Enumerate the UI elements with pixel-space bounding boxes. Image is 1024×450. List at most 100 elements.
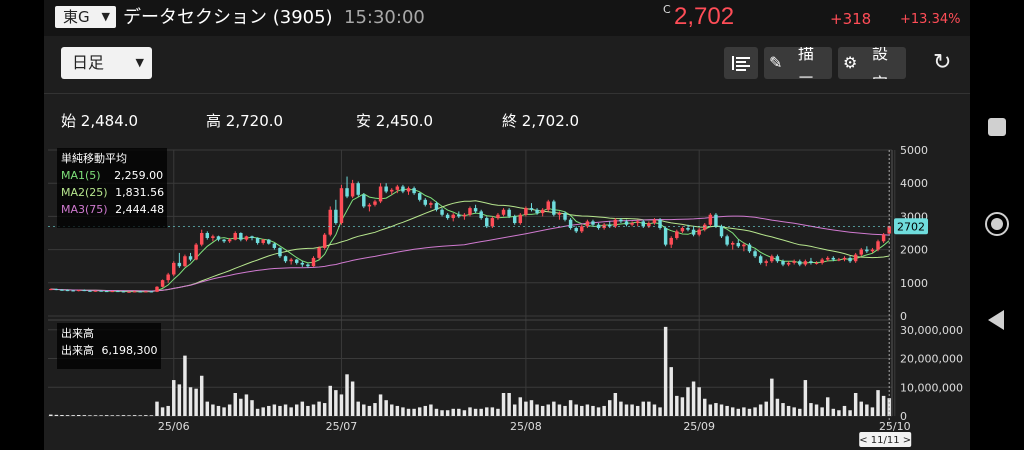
- candle-body: [546, 201, 550, 210]
- volume-bar: [412, 408, 416, 416]
- volume-bar: [585, 404, 590, 416]
- candle-body: [239, 233, 243, 240]
- candle-body: [188, 256, 193, 260]
- price-tick-label: 0: [900, 310, 907, 323]
- candle-body: [496, 214, 500, 219]
- ma-line-1: [50, 188, 890, 293]
- candle-body: [406, 188, 411, 192]
- volume-bar: [730, 407, 735, 416]
- back-icon[interactable]: [988, 310, 1004, 330]
- candle-body: [82, 290, 87, 292]
- candle-body: [222, 239, 226, 242]
- candle-body: [658, 219, 662, 229]
- date-tick-label: 25/06: [158, 420, 190, 433]
- volume-bar: [121, 415, 126, 416]
- volume-bar: [104, 415, 109, 416]
- candle-body: [216, 236, 221, 240]
- candle-body: [580, 226, 584, 232]
- volume-bar: [110, 415, 115, 416]
- volume-bar: [669, 367, 673, 416]
- volume-bar: [227, 404, 232, 416]
- market-select[interactable]: 東G ▼: [55, 6, 116, 28]
- candle-body: [272, 243, 277, 248]
- candle-body: [278, 247, 282, 257]
- candle-body: [557, 213, 562, 215]
- refresh-icon[interactable]: ↻: [933, 50, 952, 75]
- volume-bar: [557, 404, 562, 416]
- candle-body: [350, 183, 355, 197]
- candle-body: [311, 257, 316, 267]
- volume-bar: [619, 401, 623, 416]
- candle-body: [831, 257, 836, 260]
- candle-body: [172, 262, 176, 275]
- ma1-name: MA1(5): [61, 169, 101, 182]
- draw-button[interactable]: ✎ 描画: [764, 47, 832, 79]
- home-icon[interactable]: [985, 212, 1009, 236]
- candle-body: [127, 291, 131, 293]
- chart-toolbar: 日足 ▼ ✎ 描画 ⚙ 設定 ↻: [44, 36, 970, 94]
- volume-row: 出来高 6,198,300: [61, 342, 157, 359]
- volume-bar: [686, 387, 690, 416]
- volume-bar: [736, 408, 741, 416]
- low-number: 2,450.0: [375, 112, 434, 130]
- candle-body: [267, 239, 271, 244]
- candle-body: [725, 236, 729, 245]
- volume-bar: [373, 403, 377, 416]
- candle-body: [49, 289, 53, 291]
- volume-bar: [294, 404, 299, 416]
- candle-body: [501, 209, 506, 215]
- volume-bar: [93, 415, 98, 416]
- volume-bar: [781, 403, 785, 416]
- candle-body: [686, 228, 690, 230]
- volume-bar: [652, 404, 657, 416]
- candle-body: [121, 291, 126, 293]
- volume-bar: [177, 384, 182, 416]
- volume-bar: [334, 390, 338, 416]
- volume-bar: [574, 404, 578, 416]
- candle-body: [390, 189, 394, 192]
- volume-bar: [188, 387, 193, 416]
- volume-bar: [328, 385, 332, 416]
- volume-bar: [691, 381, 696, 416]
- candle-body: [138, 291, 142, 293]
- volume-bar: [468, 407, 472, 416]
- volume-bar: [820, 407, 824, 416]
- volume-bar: [244, 394, 249, 416]
- volume-bar: [239, 398, 243, 416]
- candle-body: [104, 291, 109, 293]
- recent-apps-icon[interactable]: [988, 118, 1006, 136]
- chevron-down-icon: ▼: [101, 10, 110, 23]
- candlestick-chart[interactable]: 010002000300040005000010,000,00020,000,0…: [44, 0, 970, 450]
- candle-body: [132, 291, 137, 293]
- candle-body: [77, 290, 81, 292]
- candle-body: [233, 233, 237, 240]
- volume-bar: [602, 405, 606, 416]
- volume-bar: [350, 381, 355, 416]
- volume-tick-label: 20,000,000: [900, 353, 963, 366]
- cursor-date-label: < 11/11 >: [859, 435, 911, 446]
- volume-bar: [211, 404, 215, 416]
- volume-bar: [540, 405, 545, 416]
- volume-bar: [300, 401, 305, 416]
- volume-bar: [697, 387, 701, 416]
- settings-button[interactable]: ⚙ 設定: [838, 47, 906, 79]
- volume-bar: [675, 395, 679, 416]
- candle-body: [663, 228, 668, 245]
- volume-bar: [289, 407, 293, 416]
- android-nav-bar: [970, 0, 1024, 450]
- candle-body: [160, 280, 165, 287]
- indicator-button[interactable]: [724, 47, 758, 79]
- period-select[interactable]: 日足 ▼: [61, 47, 152, 79]
- candle-body: [378, 186, 383, 202]
- ma3-name: MA3(75): [61, 203, 108, 216]
- price-tick-label: 4000: [900, 177, 928, 190]
- candle-body: [719, 226, 724, 237]
- candle-body: [429, 203, 433, 205]
- candle-body: [730, 242, 735, 245]
- ma3-row: MA3(75) 2,444.48: [61, 201, 164, 218]
- volume-bar: [199, 375, 204, 416]
- volume-bar: [417, 407, 422, 416]
- candle-body: [518, 214, 523, 224]
- candle-body: [183, 256, 187, 267]
- volume-bar: [703, 398, 707, 416]
